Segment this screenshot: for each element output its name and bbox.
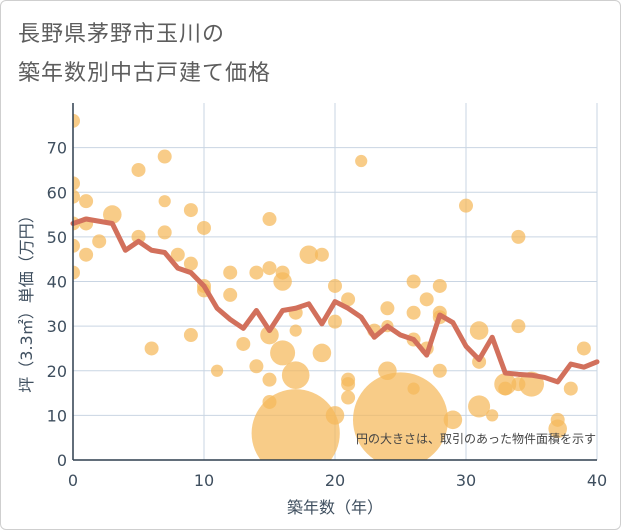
y-tick-label: 0: [57, 451, 67, 470]
bubble: [103, 205, 122, 224]
bubble: [299, 245, 319, 265]
bubble: [432, 363, 447, 378]
chart-title-line-2: 築年数別中古戸建て価格: [18, 61, 272, 86]
bubble: [380, 301, 395, 316]
bubble: [498, 381, 513, 396]
bubble: [262, 394, 277, 409]
y-tick-label: 10: [47, 406, 67, 425]
bubble: [131, 229, 146, 244]
bubble: [312, 343, 332, 363]
bubble: [511, 377, 526, 392]
bubble: [157, 225, 172, 240]
bubble: [79, 194, 94, 209]
bubble: [355, 154, 368, 168]
bubble: [407, 382, 420, 395]
y-tick-label: 70: [47, 139, 67, 158]
bubble: [73, 113, 80, 128]
bubble: [469, 321, 489, 340]
bubble: [328, 314, 342, 329]
bubble: [511, 319, 526, 334]
y-tick-label: 40: [47, 273, 67, 292]
bubble: [73, 189, 80, 204]
bubble: [270, 340, 296, 366]
x-axis-label: 築年数（年）: [287, 498, 383, 517]
bubble: [249, 359, 264, 374]
trend-layer: [70, 216, 600, 385]
bubble-layer: [73, 113, 591, 460]
x-tick-label: 20: [325, 471, 345, 490]
y-tick-label: 30: [47, 317, 67, 336]
bubble: [262, 212, 277, 227]
bubble: [289, 324, 302, 337]
bubble: [144, 341, 159, 356]
bubble: [223, 287, 238, 302]
bubble: [314, 247, 329, 262]
bubble: [550, 412, 565, 427]
bubble: [459, 198, 473, 213]
bubble: [131, 162, 146, 177]
bubble: [73, 238, 80, 253]
x-tick-label: 40: [587, 471, 607, 490]
bubble: [170, 247, 185, 262]
bubble: [157, 149, 172, 164]
bubble: [576, 341, 591, 356]
x-tick-label: 0: [68, 471, 78, 490]
y-tick-label: 50: [47, 228, 67, 247]
bubble: [419, 292, 434, 307]
bubble: [183, 328, 198, 343]
y-tick-label: 20: [47, 362, 67, 381]
bubble: [443, 410, 463, 430]
bubble: [183, 256, 198, 271]
bubble: [275, 265, 290, 280]
bubble: [262, 372, 277, 387]
bubble: [341, 292, 356, 307]
y-tick-label: 60: [47, 183, 67, 202]
bubble: [281, 361, 310, 390]
bubble: [511, 229, 526, 244]
bubble: [260, 325, 279, 345]
bubble: [223, 265, 238, 280]
bubble: [406, 274, 421, 289]
bubble: [328, 278, 342, 293]
bubble: [249, 265, 264, 280]
bubble: [341, 390, 356, 405]
axes: [72, 103, 597, 461]
x-tick-label: 10: [194, 471, 214, 490]
bubble: [73, 265, 80, 280]
bubble: [468, 395, 491, 418]
bubble: [73, 176, 80, 191]
bubble: [325, 406, 345, 425]
tick-labels: 0 10 20 30 40 0 10 20 30 40 50 60 70: [47, 139, 608, 490]
bubble: [378, 361, 397, 381]
bubble: [262, 261, 277, 276]
bubble: [210, 364, 224, 377]
bubble: [79, 247, 94, 262]
bubble: [352, 372, 449, 460]
bubble: [432, 278, 447, 293]
bubble: [197, 220, 211, 235]
bubble: [486, 409, 499, 422]
y-axis-label: 坪（3.3㎡）単価（万円）: [17, 207, 36, 392]
bubble: [92, 234, 107, 249]
bubble: [236, 336, 251, 351]
chart-title-line-1: 長野県茅野市玉川の: [18, 22, 226, 47]
bubble: [406, 305, 421, 320]
bubble: [158, 195, 171, 208]
grid-lines: [73, 103, 598, 460]
bubble: [183, 203, 198, 218]
size-note: 円の大きさは、取引のあった物件面積を示す: [356, 431, 596, 446]
bubble: [341, 377, 356, 392]
trend-line: [70, 216, 600, 385]
bubble: [563, 381, 578, 396]
x-tick-label: 30: [456, 471, 476, 490]
